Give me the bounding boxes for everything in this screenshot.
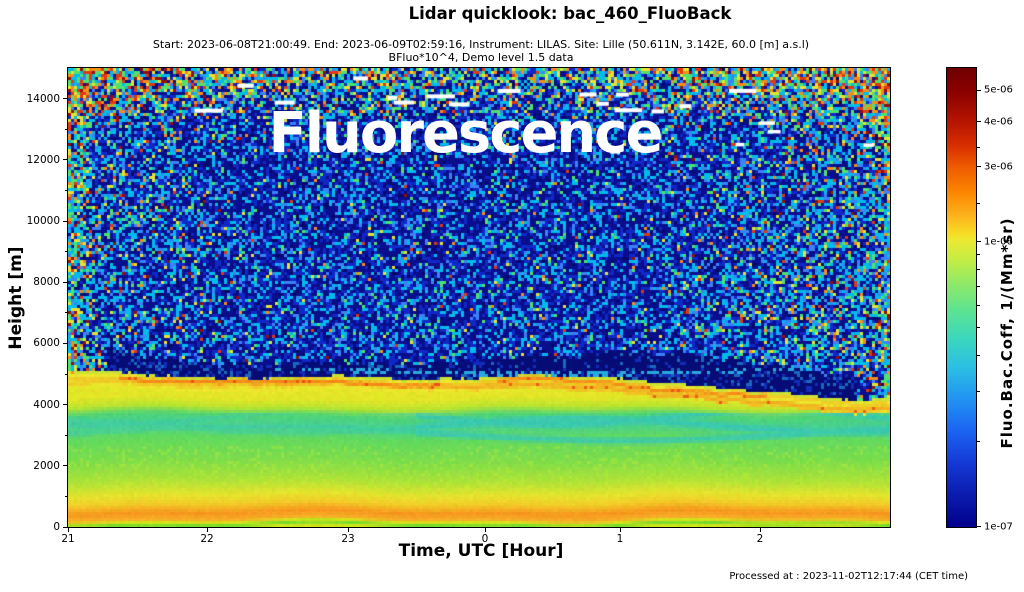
overlay-watermark-text: Fluorescence: [268, 101, 664, 166]
colorbar-tick-label: 1e-07: [984, 521, 1013, 533]
x-axis-tick: [759, 528, 761, 532]
colorbar-title: Fluo.Bac.Coff, 1/(Mm*sr): [998, 217, 1016, 449]
y-axis-tick: [63, 342, 68, 344]
y-axis-tick-label: 0: [53, 521, 60, 533]
x-axis-tick-label: 22: [200, 533, 214, 545]
colorbar-minor-tick: [977, 147, 980, 149]
colorbar-minor-tick: [977, 285, 980, 287]
colorbar-minor-tick: [977, 304, 980, 306]
x-axis-tick-label: 1: [616, 533, 624, 545]
y-axis-tick-label: 2000: [33, 459, 60, 472]
colorbar-minor-tick: [977, 440, 980, 442]
colorbar-tick: [977, 89, 981, 91]
colorbar-tick-label: 4e-06: [984, 116, 1013, 128]
heatmap-canvas: [68, 68, 890, 527]
x-axis-tick: [484, 528, 486, 532]
colorbar-tick: [977, 166, 981, 168]
y-axis-tick-label: 10000: [26, 215, 60, 227]
y-axis-tick-label: 12000: [26, 153, 60, 166]
y-axis-minor-tick: [65, 251, 68, 253]
y-axis-tick-label: 6000: [33, 337, 60, 350]
y-axis-minor-tick: [65, 373, 68, 375]
colorbar-tick-label: 5e-06: [984, 84, 1013, 96]
y-axis-tick-label: 4000: [33, 398, 60, 411]
y-axis-tick: [63, 98, 68, 100]
colorbar-tick: [977, 241, 981, 242]
colorbar-minor-tick: [977, 203, 980, 205]
x-axis-tick: [67, 528, 69, 532]
plot-frame: [67, 67, 891, 528]
y-axis-tick: [63, 526, 68, 528]
subtitle-line1: Start: 2023-06-08T21:00:49. End: 2023-06…: [152, 38, 810, 51]
colorbar-gradient: [946, 67, 977, 528]
x-axis-title: Time, UTC [Hour]: [398, 541, 564, 561]
y-axis-tick: [63, 281, 68, 283]
colorbar-minor-tick: [977, 269, 980, 270]
y-axis-tick-label: 8000: [33, 276, 60, 289]
y-axis-minor-tick: [65, 189, 68, 191]
x-axis-tick-label: 23: [341, 533, 355, 545]
y-axis-minor-tick: [65, 128, 68, 130]
x-axis-tick-label: 2: [756, 533, 764, 545]
y-axis-tick: [63, 404, 68, 406]
y-axis-tick: [63, 220, 68, 222]
y-axis-minor-tick: [65, 312, 68, 314]
colorbar-minor-tick: [977, 354, 980, 356]
subtitle-line2: BFluo*10^4, Demo level 1.5 data: [388, 51, 574, 64]
y-axis-minor-tick: [65, 434, 68, 436]
colorbar-tick-label: 1e-06: [984, 236, 1013, 247]
x-axis-tick: [347, 528, 349, 532]
x-axis-tick-label: 21: [61, 533, 75, 545]
colorbar-minor-tick: [977, 254, 980, 256]
colorbar-minor-tick: [977, 390, 980, 392]
y-axis-minor-tick: [65, 495, 68, 497]
y-axis-tick: [63, 465, 68, 467]
colorbar-tick: [977, 525, 981, 527]
colorbar-tick-label: 3e-06: [984, 161, 1013, 173]
page-title: Lidar quicklook: bac_460_FluoBack: [408, 4, 732, 23]
colorbar-minor-tick: [977, 327, 980, 329]
colorbar-tick: [977, 121, 981, 123]
x-axis-tick: [619, 528, 621, 532]
y-axis-tick-label: 14000: [26, 92, 60, 105]
y-axis-tick: [63, 159, 68, 161]
x-axis-tick: [206, 528, 208, 532]
x-axis-tick-label: 0: [481, 533, 489, 545]
processed-at-note: Processed at : 2023-11-02T12:17:44 (CET …: [729, 571, 968, 582]
y-axis-title: Height [m]: [6, 246, 26, 350]
